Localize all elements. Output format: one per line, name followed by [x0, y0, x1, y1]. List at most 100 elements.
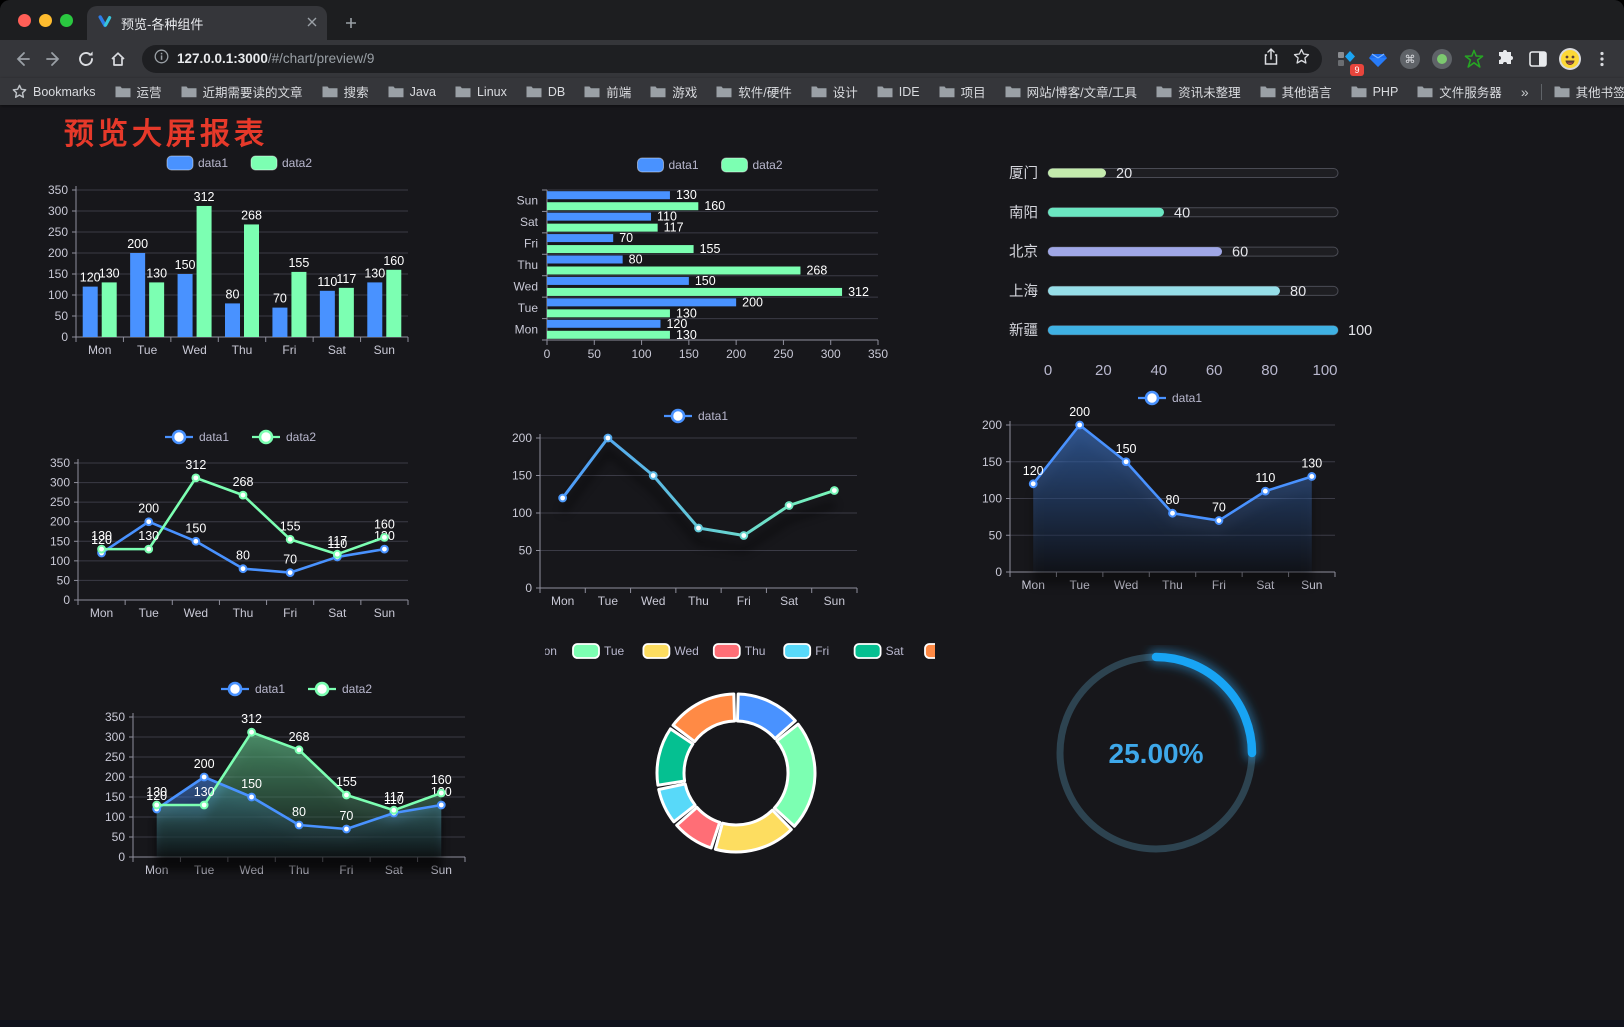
folder-icon	[584, 86, 600, 98]
sidebar-toggle-icon[interactable]	[1524, 45, 1552, 73]
extension-green-star-icon[interactable]	[1460, 45, 1488, 73]
bookmark-folder[interactable]: 资讯未整理	[1156, 82, 1241, 101]
bookmark-folder[interactable]: 近期需要读的文章	[181, 82, 303, 101]
chart-line-gradient[interactable]: data1 0 50 100 150 200 Mon Tue Wed Thu Fri Sat Sun	[505, 400, 890, 615]
bookmark-folder[interactable]: 游戏	[650, 82, 697, 101]
chart-area-two[interactable]: data1 data2 0 50 100 150 200 250 300 350 Mon Tue Wed…	[95, 675, 477, 897]
svg-text:117: 117	[336, 272, 356, 286]
extension-record-icon[interactable]	[1428, 45, 1456, 73]
bookmark-folder[interactable]: PHP	[1351, 85, 1398, 99]
svg-text:150: 150	[175, 258, 196, 272]
bookmark-folder[interactable]: Java	[388, 85, 436, 99]
favicon-v-icon	[97, 13, 113, 34]
svg-text:Fri: Fri	[283, 606, 297, 620]
svg-text:155: 155	[336, 775, 357, 789]
svg-text:150: 150	[695, 274, 716, 288]
folder-icon	[181, 86, 197, 98]
svg-text:80: 80	[629, 253, 643, 267]
bookmark-folder[interactable]: 设计	[811, 82, 858, 101]
site-info-icon[interactable]	[154, 49, 169, 69]
svg-text:100: 100	[512, 506, 532, 520]
bookmark-folder[interactable]: 运营	[115, 82, 162, 101]
browser-menu-icon[interactable]	[1588, 45, 1616, 73]
back-button[interactable]	[8, 45, 36, 73]
svg-text:data2: data2	[282, 156, 312, 170]
svg-text:150: 150	[982, 455, 1002, 469]
svg-text:100: 100	[632, 347, 652, 361]
extension-gem-icon[interactable]	[1364, 45, 1392, 73]
svg-text:新疆: 新疆	[1009, 322, 1038, 339]
line-gradient-svg: data1 0 50 100 150 200 Mon Tue Wed Thu Fri Sat Sun	[512, 408, 858, 608]
forward-button[interactable]	[40, 45, 68, 73]
svg-text:250: 250	[773, 347, 793, 361]
svg-text:data1: data1	[1172, 391, 1202, 405]
chart-progress-bars[interactable]: 厦门 20 南阳 40 北京 60 上海 80 新疆 100 0 20 40 60 80 100	[960, 149, 1380, 389]
close-window-button[interactable]	[18, 13, 31, 27]
svg-text:117: 117	[384, 790, 404, 804]
svg-text:130: 130	[676, 306, 697, 320]
svg-text:20: 20	[1095, 362, 1112, 379]
tab-strip: 预览-各种组件	[0, 0, 1624, 40]
svg-text:60: 60	[1232, 245, 1248, 261]
folder-icon	[1260, 86, 1276, 98]
bookmark-folder[interactable]: 软件/硬件	[716, 82, 792, 101]
svg-text:110: 110	[1255, 471, 1275, 485]
share-icon[interactable]	[1263, 47, 1279, 71]
bookmark-folder[interactable]: 其他语言	[1260, 82, 1332, 101]
line-two-series-svg: data1 data2 0 50 100 150 200 250 300 350 Mon Tue Wed…	[50, 429, 409, 620]
svg-text:Thu: Thu	[688, 594, 709, 608]
new-tab-button[interactable]	[337, 9, 365, 37]
svg-text:Fri: Fri	[815, 644, 829, 658]
svg-text:110: 110	[657, 210, 677, 224]
bookmark-folder[interactable]: 网站/博客/文章/工具	[1005, 82, 1137, 101]
browser-tab[interactable]: 预览-各种组件	[87, 6, 327, 40]
bar-vertical-svg: data1 data2 0 50 100 150 200 250 300 350 Mon Tue Wed…	[48, 155, 409, 357]
reload-button[interactable]	[72, 45, 100, 73]
extension-grid-diamond-icon[interactable]: 9	[1332, 45, 1364, 76]
bookmark-folder[interactable]: Linux	[455, 85, 507, 99]
svg-text:300: 300	[821, 347, 841, 361]
svg-text:130: 130	[138, 529, 159, 543]
svg-text:350: 350	[48, 183, 68, 197]
svg-text:100: 100	[48, 288, 68, 302]
other-bookmarks-folder[interactable]: 其他书签	[1554, 82, 1624, 101]
bookmarks-divider	[1540, 83, 1542, 100]
bookmark-folder[interactable]: DB	[526, 85, 565, 99]
svg-text:Thu: Thu	[745, 644, 766, 658]
extensions-puzzle-icon[interactable]	[1492, 45, 1520, 73]
bookmark-folder[interactable]: 前端	[584, 82, 631, 101]
zoom-window-button[interactable]	[60, 13, 73, 27]
bookmark-folder[interactable]: IDE	[877, 85, 920, 99]
svg-text:150: 150	[1116, 442, 1137, 456]
svg-text:200: 200	[50, 515, 70, 529]
svg-text:312: 312	[848, 285, 869, 299]
chart-line-two-series[interactable]: data1 data2 0 50 100 150 200 250 300 350 Mon Tue Wed…	[40, 425, 420, 640]
svg-text:Tue: Tue	[139, 606, 160, 620]
chart-bar-vertical[interactable]: data1 data2 0 50 100 150 200 250 300 350 Mon Tue Wed…	[36, 145, 420, 373]
url-bar[interactable]: 127.0.0.1:3000/#/chart/preview/9	[142, 45, 1322, 73]
bookmarks-overflow-chevron[interactable]: »	[1520, 83, 1529, 100]
svg-text:120: 120	[80, 271, 101, 285]
tab-close-icon[interactable]	[307, 14, 317, 32]
home-button[interactable]	[104, 45, 132, 73]
folder-icon	[1005, 86, 1021, 98]
profile-avatar-emoji[interactable]	[1556, 45, 1584, 73]
bookmark-folder[interactable]: 文件服务器	[1417, 82, 1502, 101]
extension-command-icon[interactable]: ⌘	[1396, 45, 1424, 73]
bookmark-folder[interactable]: 搜索	[322, 82, 369, 101]
svg-text:data1: data1	[198, 156, 228, 170]
chart-area-single[interactable]: data1 0 50 100 150 200 Mon Tue Wed Thu Fri Sat Sun 12…	[975, 388, 1375, 598]
svg-text:80: 80	[292, 805, 306, 819]
svg-text:160: 160	[704, 199, 725, 213]
svg-text:20: 20	[1116, 166, 1132, 182]
bookmark-star-icon[interactable]	[1293, 48, 1310, 70]
bookmark-folder[interactable]: 项目	[939, 82, 986, 101]
minimize-window-button[interactable]	[39, 13, 52, 27]
bookmarks-root[interactable]: Bookmarks	[12, 84, 96, 99]
chart-bar-horizontal[interactable]: data1 data2 0 50 100 150 200 250 300 350 Mon 120 130…	[505, 145, 890, 385]
chart-gauge[interactable]: 25.00%	[1038, 645, 1278, 860]
svg-text:Thu: Thu	[517, 258, 538, 272]
